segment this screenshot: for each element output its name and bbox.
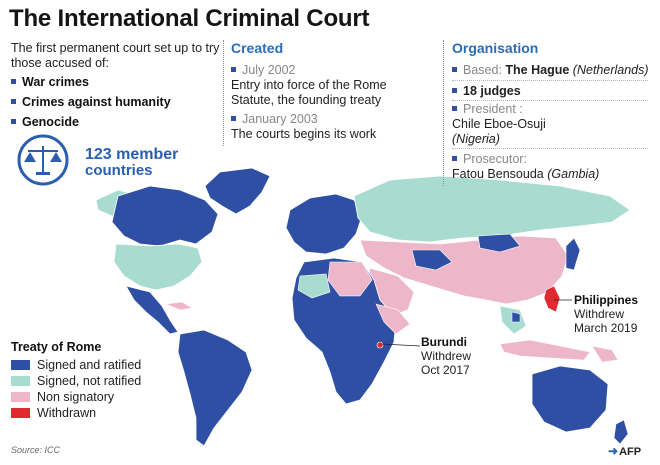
divider (443, 40, 445, 186)
region-sahel (297, 273, 331, 299)
bullet-icon (452, 88, 457, 94)
icc-scales-logo (17, 134, 69, 186)
legend-item: Signed, not ratified (11, 374, 141, 388)
region-mongolia (477, 233, 521, 253)
org-judges: 18 judges (452, 84, 652, 99)
org-prosecutor: Prosecutor: Fatou Bensouda (Gambia) (452, 152, 600, 181)
crime-item: Crimes against humanity (11, 95, 171, 109)
legend-swatch (11, 407, 30, 418)
bullet-icon (452, 106, 457, 112)
legend-swatch (11, 375, 30, 386)
region-cambodia (511, 311, 521, 323)
region-canada (111, 185, 219, 247)
region-new-zealand (613, 419, 629, 445)
bullet-icon (231, 67, 236, 73)
philippines-callout: Philippines Withdrew March 2019 (574, 293, 639, 335)
region-japan (565, 237, 581, 271)
bullet-icon (452, 156, 457, 162)
region-philippines (543, 285, 561, 313)
legend-swatch (11, 359, 30, 370)
region-australia (531, 365, 609, 433)
divider (452, 100, 648, 102)
organisation-heading: Organisation (452, 40, 539, 56)
legend-swatch (11, 391, 30, 402)
region-mexico (125, 285, 179, 335)
source-note: Source: ICC (11, 445, 61, 455)
region-north-africa (327, 261, 373, 297)
region-burundi (376, 341, 384, 349)
divider (223, 40, 225, 146)
created-event: January 2003 The courts begins its work (231, 112, 377, 141)
burundi-callout: Burundi Withdrew Oct 2017 (421, 335, 472, 377)
region-central-asia (411, 249, 453, 271)
bullet-icon (11, 79, 16, 85)
divider (452, 148, 648, 150)
region-russia (353, 175, 631, 243)
region-usa (113, 243, 203, 291)
page-title: The International Criminal Court (9, 5, 370, 32)
legend-title: Treaty of Rome (11, 340, 102, 354)
afp-logo: ➜AFP (608, 444, 642, 458)
region-horn (375, 303, 411, 335)
burundi-callout-line (381, 343, 421, 347)
region-greenland (204, 167, 271, 215)
bullet-icon (452, 67, 457, 73)
bullet-icon (11, 119, 16, 125)
afp-arrow-icon: ➜ (608, 444, 619, 458)
bullet-icon (231, 116, 236, 122)
region-indonesia (499, 339, 591, 361)
created-heading: Created (231, 40, 284, 56)
crime-item: Genocide (11, 115, 79, 129)
divider (452, 80, 648, 82)
intro-text: The first permanent court set up to try … (11, 41, 220, 70)
legend-item: Non signatory (11, 390, 114, 404)
legend-item: Signed and ratified (11, 358, 141, 372)
region-europe (285, 193, 363, 255)
legend-item: Withdrawn (11, 406, 96, 420)
member-count: 123 member countries (85, 146, 179, 179)
org-based: Based: The Hague (Netherlands) (452, 63, 652, 78)
crime-item: War crimes (11, 75, 89, 89)
bullet-icon (11, 99, 16, 105)
region-cuba (164, 301, 193, 311)
region-png (591, 345, 619, 363)
org-president: President : Chile Eboe-Osuji (Nigeria) (452, 102, 546, 146)
created-event: July 2002 Entry into force of the Rome S… (231, 63, 387, 107)
region-south-america (177, 329, 253, 447)
